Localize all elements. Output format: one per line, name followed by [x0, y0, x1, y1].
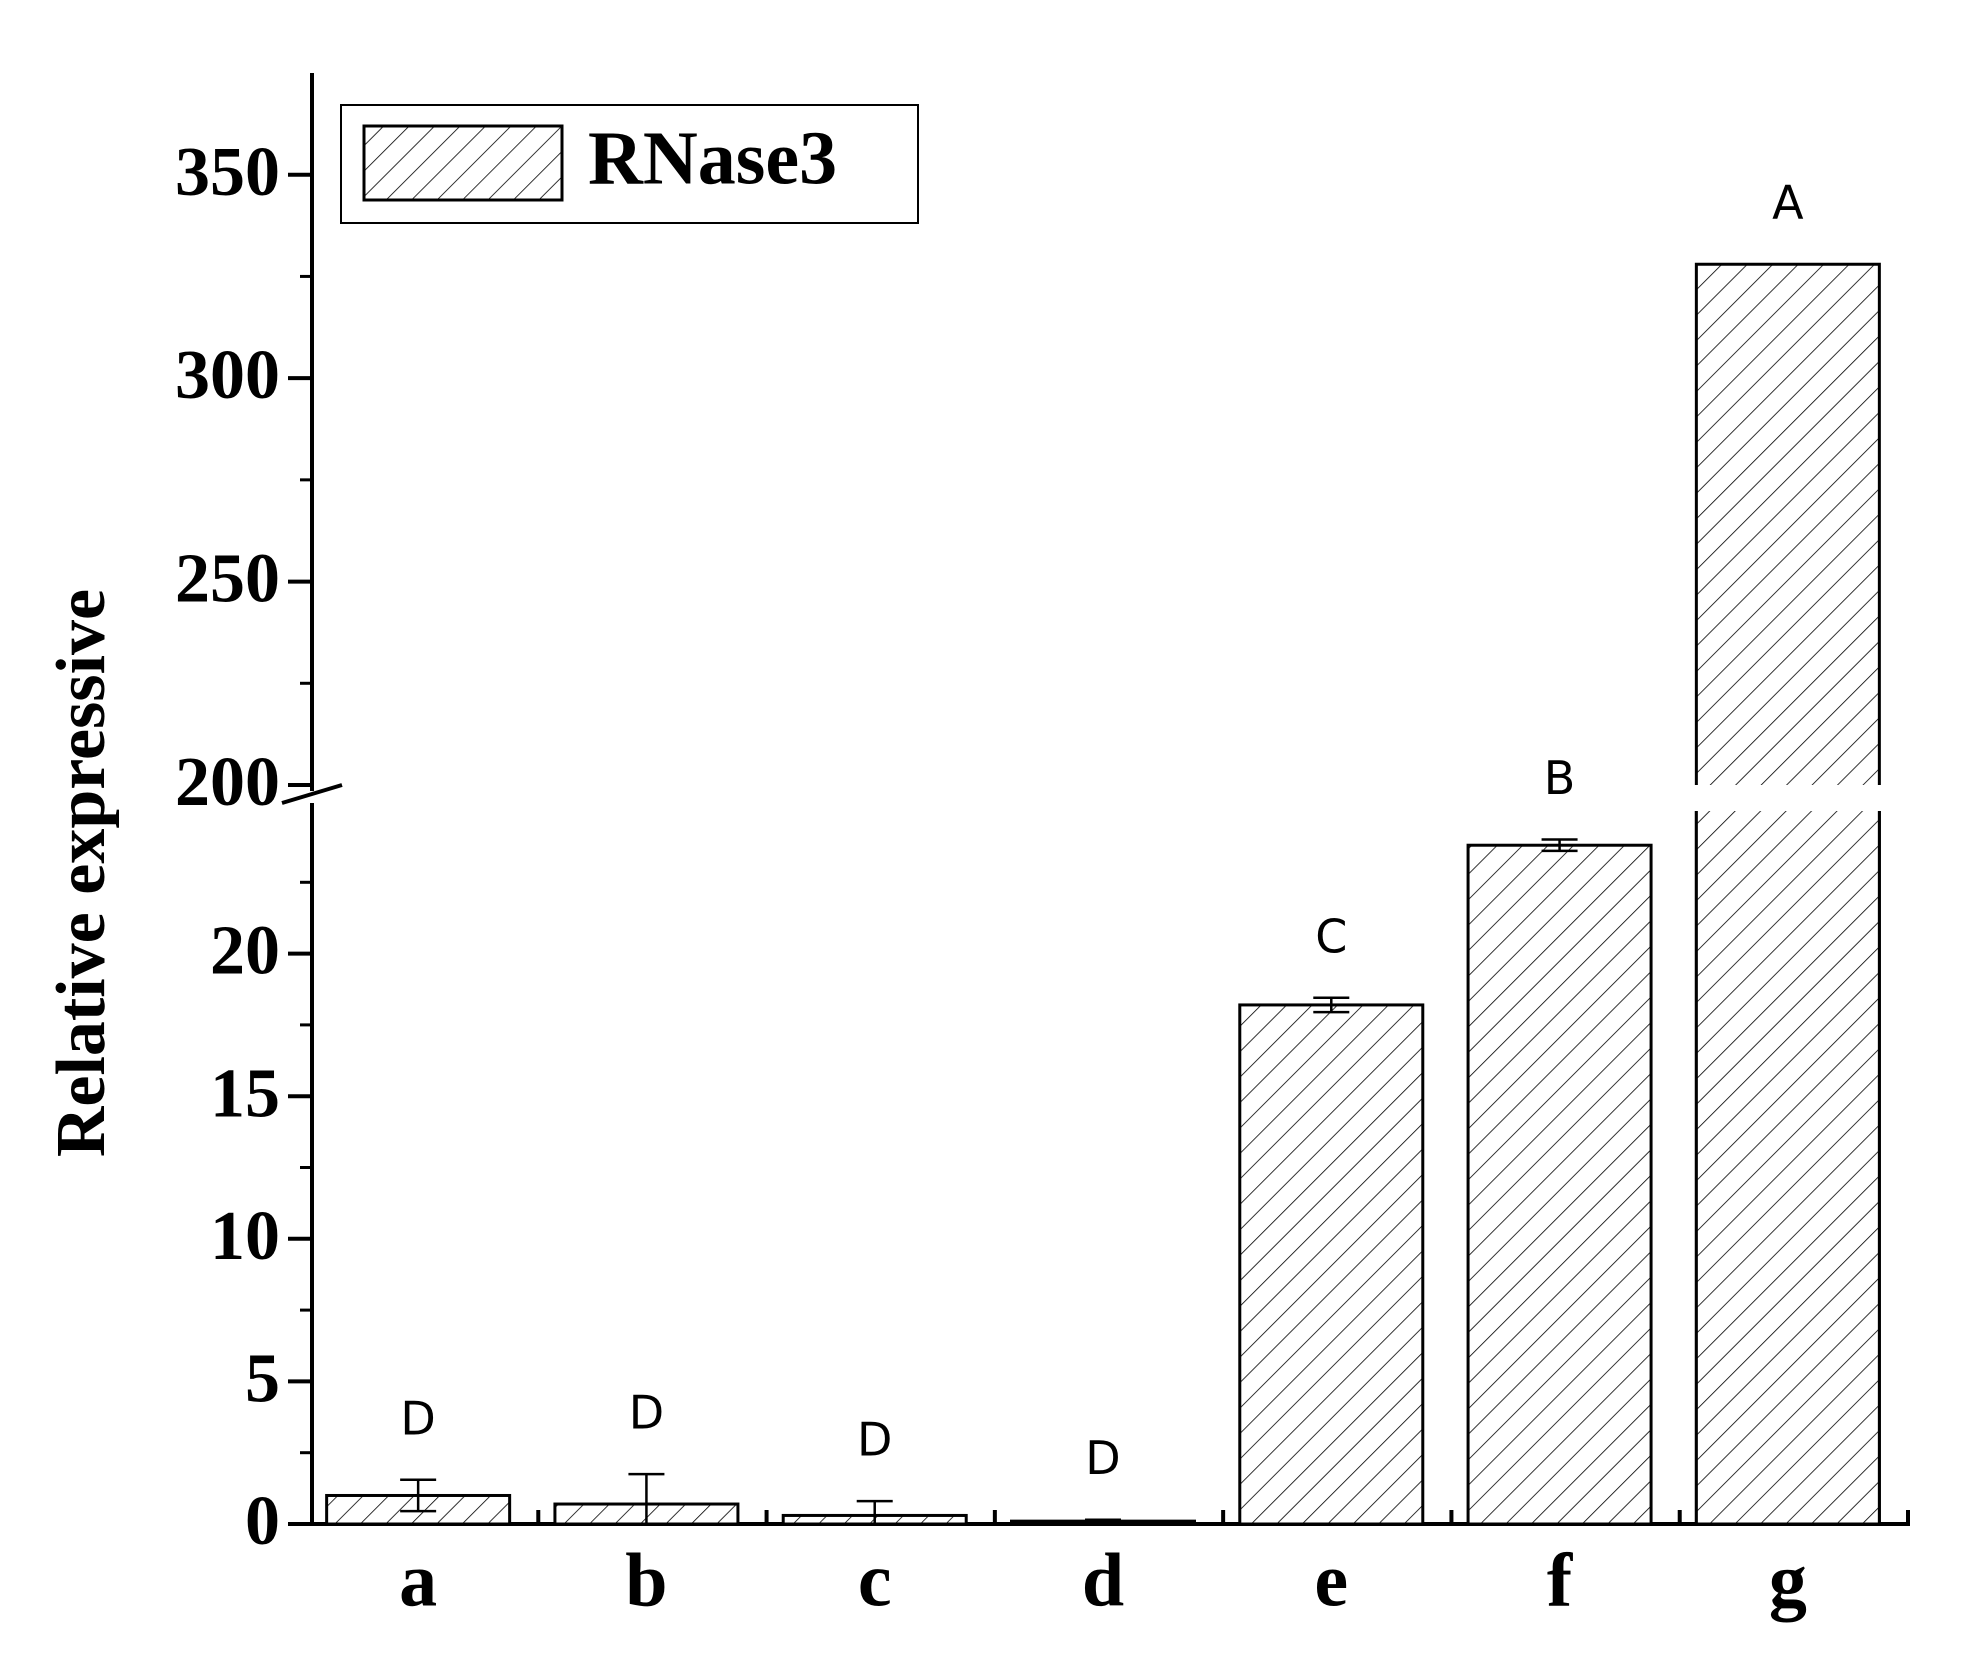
- legend-label: RNase3: [588, 116, 837, 200]
- error-bar: [400, 1478, 437, 1513]
- x-tick-label: f: [1547, 1538, 1574, 1622]
- error-bar: [856, 1499, 893, 1526]
- axis-break: [281, 783, 343, 805]
- error-bar: [1541, 838, 1578, 853]
- x-tick-label: b: [625, 1538, 667, 1622]
- y-tick-label: 0: [245, 1483, 280, 1560]
- y-tick-label: 10: [210, 1198, 280, 1275]
- error-bar: [628, 1472, 665, 1526]
- bar-body: [1696, 264, 1880, 785]
- bar: [1694, 262, 1881, 1526]
- y-tick-label: 15: [210, 1055, 280, 1132]
- y-tick-label: 300: [175, 337, 280, 414]
- y-tick-label: 250: [175, 541, 280, 618]
- bar: [1466, 843, 1653, 1526]
- significance-label: D: [857, 1413, 892, 1467]
- y-tick-label: 200: [175, 744, 280, 821]
- significance-label: D: [629, 1386, 664, 1440]
- bar-outline: [1694, 262, 1881, 785]
- bar-body: [1466, 843, 1653, 1526]
- error-bar: [1085, 1518, 1121, 1524]
- x-tick-label: c: [858, 1538, 892, 1622]
- y-tick-label: 20: [210, 913, 280, 990]
- significance-label: D: [400, 1391, 435, 1445]
- bar: [1238, 1003, 1425, 1526]
- x-tick-label: e: [1314, 1538, 1348, 1622]
- bar-outline: [1694, 811, 1881, 1526]
- significance-label: B: [1544, 751, 1576, 805]
- y-tick-label: 5: [245, 1340, 280, 1417]
- x-tick-label: g: [1769, 1538, 1807, 1622]
- legend-swatch: [362, 124, 564, 202]
- x-tick-label: a: [399, 1538, 437, 1622]
- error-bar: [1313, 996, 1350, 1014]
- bar-body: [1696, 811, 1880, 1524]
- y-tick-label: 350: [175, 134, 280, 211]
- bar-body: [1238, 1003, 1425, 1526]
- significance-label: C: [1315, 909, 1347, 963]
- y-axis-label: Relative expressive: [43, 589, 120, 1157]
- x-tick-label: d: [1082, 1538, 1124, 1622]
- significance-label: A: [1772, 176, 1804, 230]
- significance-label: D: [1085, 1431, 1120, 1485]
